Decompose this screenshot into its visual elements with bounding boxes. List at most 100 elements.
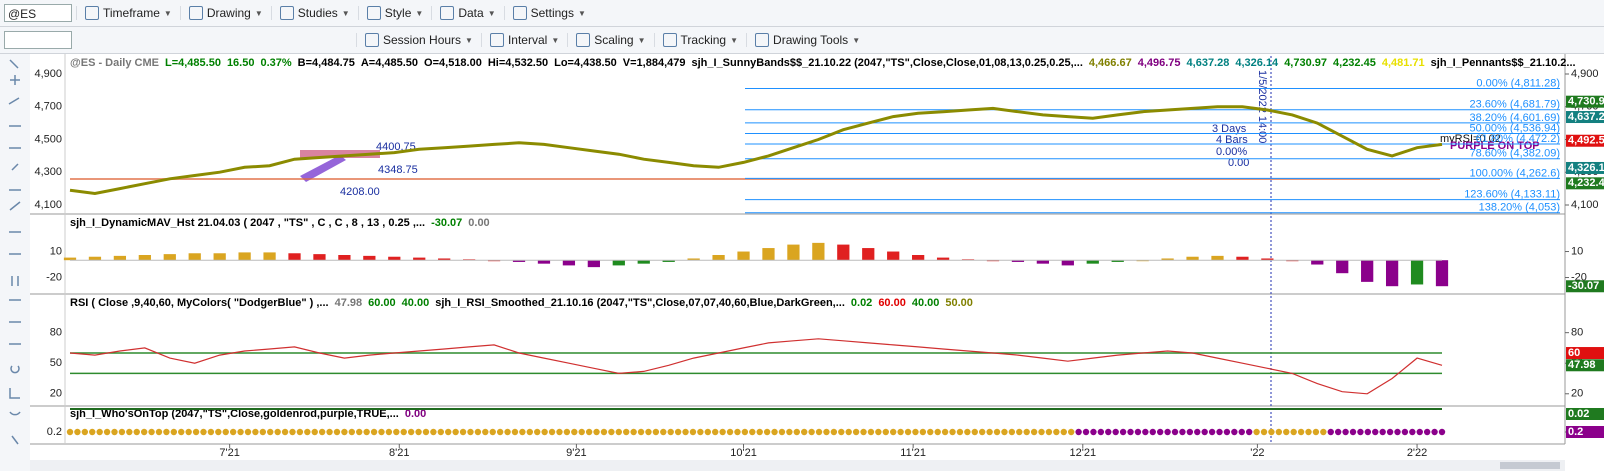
histogram-bar bbox=[1236, 256, 1249, 261]
y-tick-label-left: 4,300 bbox=[34, 166, 62, 178]
y-tick-label: 4,900 bbox=[1571, 68, 1599, 80]
y-tick-label: 80 bbox=[1571, 327, 1583, 339]
state-dot bbox=[623, 428, 630, 436]
histogram-bar bbox=[288, 253, 301, 261]
state-dot bbox=[1105, 428, 1112, 436]
state-dot bbox=[630, 428, 637, 436]
fib-label: 61.80% (4,472.2) bbox=[1476, 133, 1560, 145]
state-dot bbox=[296, 428, 304, 436]
state-dot bbox=[637, 428, 645, 436]
state-dot bbox=[1082, 428, 1090, 436]
state-dot bbox=[304, 428, 311, 436]
menu-button[interactable]: Session Hours ▼ bbox=[356, 33, 481, 47]
state-dot bbox=[185, 428, 192, 436]
state-dot bbox=[949, 428, 956, 436]
menu-button[interactable]: Studies ▼ bbox=[270, 6, 358, 20]
menu-button[interactable]: Interval ▼ bbox=[480, 33, 567, 47]
icon bbox=[576, 33, 591, 47]
fib-label: 50.00% (4,536.94) bbox=[1469, 122, 1560, 134]
histogram-bar bbox=[787, 244, 800, 261]
icon bbox=[512, 6, 527, 20]
price-label-box bbox=[1566, 161, 1604, 174]
state-dot bbox=[519, 428, 526, 436]
state-dot bbox=[489, 428, 496, 436]
scrollbar[interactable] bbox=[30, 460, 1565, 471]
dropdown-caret: ▼ bbox=[163, 8, 172, 18]
icon bbox=[755, 33, 770, 47]
histogram-bar bbox=[1111, 260, 1124, 262]
price-label: 0.2 bbox=[1568, 426, 1583, 438]
menu-button[interactable]: Drawing ▼ bbox=[179, 6, 271, 20]
header-item: sjh_I_RSI_Smoothed_21.10.16 (2047,"TS",C… bbox=[435, 297, 845, 309]
fib-label: 100.00% (4,262.6) bbox=[1469, 167, 1560, 179]
menu-button[interactable]: Drawing Tools ▼ bbox=[746, 33, 868, 47]
toolbar-second: Session Hours ▼ Interval ▼ Scaling ▼ Tracking ▼… bbox=[0, 27, 1604, 54]
state-dot bbox=[74, 428, 81, 436]
histogram-bar bbox=[1361, 260, 1374, 282]
annotation: 4208.00 bbox=[340, 186, 380, 198]
histogram-bar bbox=[1435, 260, 1449, 287]
dropdown-caret: ▼ bbox=[415, 8, 424, 18]
state-dot bbox=[504, 428, 511, 436]
menu-button[interactable]: Tracking ▼ bbox=[653, 33, 747, 47]
y-tick-label: 4,100 bbox=[1571, 199, 1599, 211]
toolbar-top: @ES Timeframe ▼ Drawing ▼ Studies ▼ Style ▼ Data… bbox=[0, 0, 1604, 27]
menu-button[interactable]: Scaling ▼ bbox=[567, 33, 653, 47]
state-dot bbox=[1334, 428, 1342, 436]
histogram-bar bbox=[737, 251, 750, 261]
header-item: Lo=4,438.50 bbox=[554, 57, 617, 69]
y-tick-label-left: 50 bbox=[50, 357, 62, 369]
interval-box[interactable] bbox=[4, 31, 72, 49]
x-tick-label: 9'21 bbox=[566, 447, 586, 459]
price-label-box bbox=[1566, 426, 1604, 438]
side-toolbar bbox=[0, 54, 30, 471]
state-dot bbox=[1416, 428, 1423, 436]
header-item: 4,481.71 bbox=[1382, 57, 1425, 69]
menu-button[interactable]: Settings ▼ bbox=[503, 6, 594, 20]
state-dot bbox=[867, 428, 875, 436]
menu-button[interactable]: Style ▼ bbox=[357, 6, 432, 20]
state-dot bbox=[452, 428, 459, 436]
state-dot bbox=[1023, 428, 1030, 436]
state-dot bbox=[1364, 428, 1372, 436]
state-dot bbox=[682, 428, 689, 436]
state-dot bbox=[163, 428, 170, 436]
state-dot bbox=[1297, 428, 1305, 436]
histogram-bar bbox=[537, 260, 551, 264]
price-label: 47.98 bbox=[1568, 359, 1596, 371]
state-dot bbox=[763, 428, 771, 436]
icon bbox=[365, 33, 379, 47]
panel-header: @ES - Daily CME L=4,485.50 16.50 0.37% B=4,4… bbox=[70, 57, 1576, 69]
histogram-bar bbox=[238, 252, 251, 261]
annotation: 0.00 bbox=[1228, 157, 1249, 169]
histogram-bar bbox=[1036, 260, 1049, 264]
state-dot bbox=[1290, 428, 1297, 436]
price-label: 4,232.4 bbox=[1568, 177, 1604, 189]
symbol-box[interactable]: @ES bbox=[4, 4, 72, 22]
state-dot bbox=[1320, 428, 1327, 436]
state-dot bbox=[749, 428, 756, 436]
x-tick-label: 12'21 bbox=[1069, 447, 1096, 459]
header-item: sjh_I_Who'sOnTop (2047,"TS",Close,golden… bbox=[70, 408, 399, 420]
histogram-bar bbox=[662, 260, 675, 262]
fib-label: 38.20% (4,601.69) bbox=[1469, 112, 1560, 124]
menu-button[interactable]: Data ▼ bbox=[431, 6, 503, 20]
scroll-thumb[interactable] bbox=[1500, 462, 1560, 469]
histogram-bar bbox=[1261, 258, 1274, 261]
x-tick-label: '22 bbox=[1250, 447, 1264, 459]
menu-label: Tracking bbox=[680, 33, 727, 47]
histogram-bar bbox=[388, 256, 401, 261]
state-dot bbox=[274, 428, 281, 436]
menu-button[interactable]: Timeframe ▼ bbox=[76, 6, 180, 20]
dropdown-caret: ▼ bbox=[577, 8, 586, 18]
histogram-bar bbox=[363, 255, 376, 261]
header-item: sjh_I_DynamicMAV_Hst 21.04.03 ( 2047 , "… bbox=[70, 217, 425, 229]
state-dot bbox=[422, 428, 430, 436]
state-dot bbox=[318, 428, 326, 436]
header-item: V=1,884,479 bbox=[623, 57, 686, 69]
histogram-bar bbox=[936, 257, 950, 261]
state-dot bbox=[593, 428, 600, 436]
histogram-bar bbox=[687, 258, 700, 261]
menu-row: Session Hours ▼ Interval ▼ Scaling ▼ Tracking ▼… bbox=[356, 33, 868, 47]
y-tick-label-left: 4,700 bbox=[34, 101, 62, 113]
